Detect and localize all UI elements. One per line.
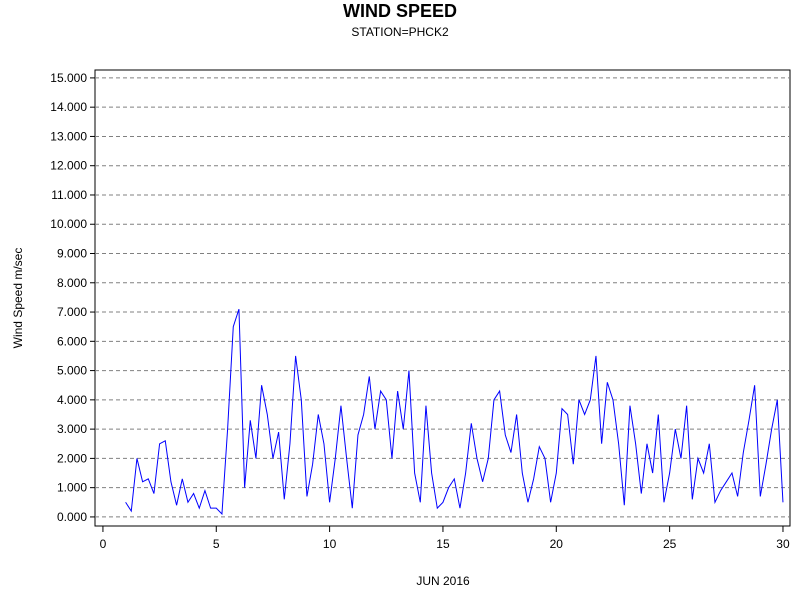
y-tick-label: 12.000 — [50, 159, 87, 173]
x-tick-label: 20 — [550, 537, 564, 551]
y-tick-label: 14.000 — [50, 100, 87, 114]
x-tick-label: 30 — [776, 537, 790, 551]
y-tick-label: 11.000 — [51, 188, 87, 202]
y-tick-label: 10.000 — [50, 217, 87, 231]
chart-subtitle: STATION=PHCK2 — [351, 25, 449, 39]
y-tick-label: 5.000 — [57, 364, 87, 378]
y-axis-label: Wind Speed m/sec — [11, 248, 25, 349]
y-tick-label: 7.000 — [57, 305, 87, 319]
data-line — [125, 308, 784, 516]
y-tick-label: 3.000 — [57, 422, 87, 436]
y-tick-label: 15.000 — [50, 71, 87, 85]
y-tick-label: 1.000 — [57, 481, 87, 495]
x-tick-label: 10 — [323, 537, 337, 551]
y-tick-label: 4.000 — [57, 393, 87, 407]
x-tick-label: 5 — [213, 537, 220, 551]
x-tick-label: 15 — [436, 537, 450, 551]
x-axis-label: JUN 2016 — [416, 574, 470, 588]
x-tick-label: 0 — [100, 537, 107, 551]
y-tick-label: 0.000 — [57, 510, 87, 524]
y-tick-label: 8.000 — [57, 276, 87, 290]
y-tick-label: 13.000 — [50, 129, 87, 143]
y-tick-label: 2.000 — [57, 451, 87, 465]
chart-title: WIND SPEED — [343, 1, 457, 21]
x-tick-label: 25 — [663, 537, 677, 551]
y-tick-label: 9.000 — [57, 247, 87, 261]
y-tick-label: 6.000 — [57, 334, 87, 348]
plot-frame — [94, 69, 791, 527]
